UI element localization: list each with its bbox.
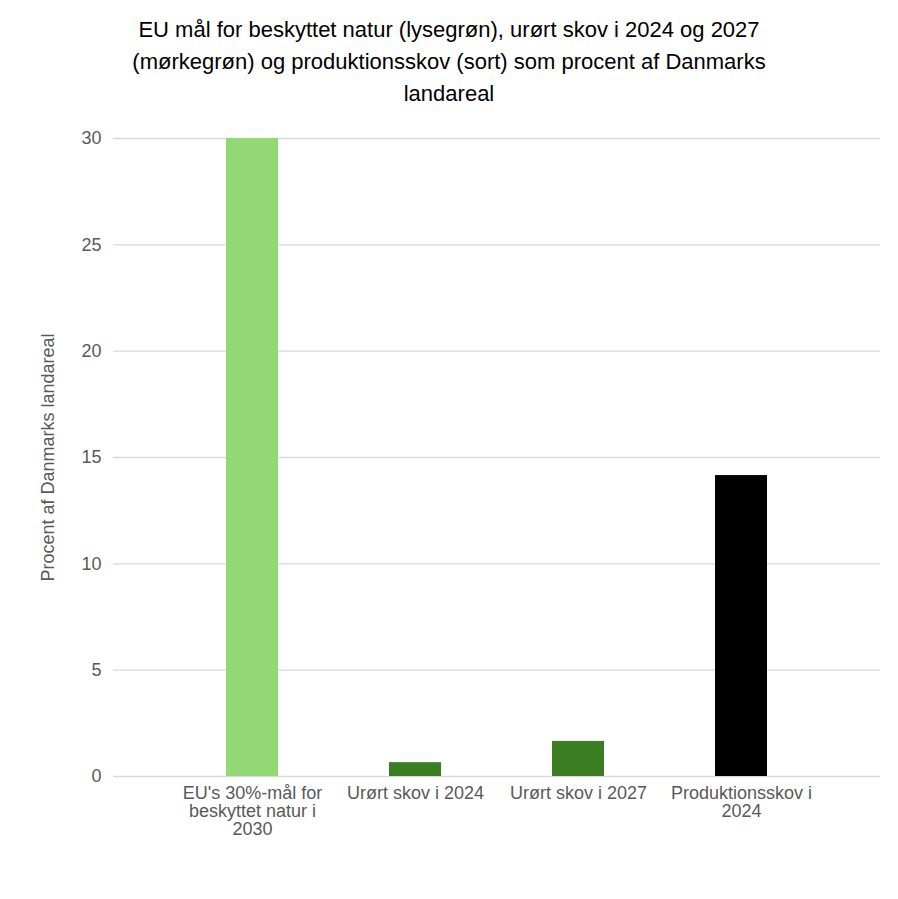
svg-text:20: 20 xyxy=(81,341,101,361)
svg-text:15: 15 xyxy=(81,447,101,467)
svg-text:0: 0 xyxy=(91,766,101,786)
svg-text:Procent af Danmarks landareal: Procent af Danmarks landareal xyxy=(38,333,58,581)
svg-text:EU's 30%-mål forbeskyttet natu: EU's 30%-mål forbeskyttet natur i2030 xyxy=(183,783,322,839)
svg-text:Produktionsskov i2024: Produktionsskov i2024 xyxy=(671,783,812,821)
svg-text:Urørt skov i 2024: Urørt skov i 2024 xyxy=(347,783,484,803)
svg-text:30: 30 xyxy=(81,128,101,148)
svg-text:Urørt skov i 2027: Urørt skov i 2027 xyxy=(510,783,647,803)
svg-text:5: 5 xyxy=(91,660,101,680)
svg-text:25: 25 xyxy=(81,235,101,255)
html-text:EU mål for beskyttet natur (ly: EU mål for beskyttet natur (lysegrøn), u… xyxy=(132,17,766,106)
svg-text:10: 10 xyxy=(81,554,101,574)
